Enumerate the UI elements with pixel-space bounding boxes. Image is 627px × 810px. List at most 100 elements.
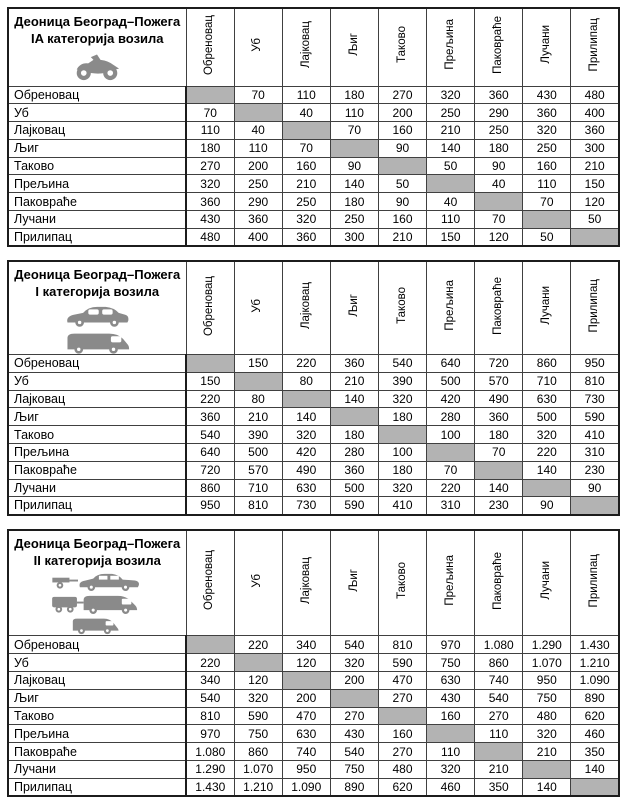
table-row: Обреновац 220 340 540 810 970 1.080 1.290 1.430 [7,635,620,655]
vehicle-icon-stack [9,304,185,354]
toll-price-cell: 730 [281,496,331,516]
column-header-station: Љиг [329,529,379,637]
toll-price-cell: 360 [570,121,620,140]
table-row: Обреновац 150 220 360 540 640 720 860 950 [7,353,620,373]
table-row: Лајковац 340 120 200 470 630 740 950 1.090 [7,671,620,690]
toll-price-cell: 1.430 [185,777,235,797]
table-title-cell: Деоница Београд–Пожега I категорија возил… [7,260,187,355]
toll-price-cell: 810 [185,706,235,726]
column-header-station: Лучани [522,529,572,637]
toll-price-cell: 80 [233,389,283,409]
row-label-station: Паковраће [7,460,187,480]
row-label-station: Паковраће [7,192,187,212]
diagonal-empty-cell [281,121,331,140]
toll-price-cell: 300 [570,138,620,158]
toll-price-cell: 500 [426,371,476,391]
toll-price-cell: 180 [329,425,379,444]
toll-price-cell: 210 [570,156,620,176]
column-header-label: Лучани [540,286,553,325]
toll-price-cell: 360 [474,85,524,105]
toll-price-cell: 470 [377,671,428,690]
toll-price-cell: 1.210 [570,653,620,672]
toll-price-cell: 890 [329,777,379,797]
diagonal-empty-cell [474,192,524,212]
column-header-label: Таково [395,287,408,324]
column-header-station: Лајковац [281,7,331,87]
column-header-station: Прилипац [570,7,620,87]
toll-price-cell: 630 [522,389,572,409]
toll-price-cell: 860 [522,353,572,373]
toll-price-cell: 310 [570,442,620,462]
toll-price-cell: 100 [377,442,428,462]
toll-price-cell: 100 [426,425,476,444]
toll-price-cell: 320 [426,759,476,779]
column-header-label: Прилипац [587,553,600,608]
toll-price-cell: 1.090 [570,671,620,690]
toll-price-cell: 180 [329,85,379,105]
diagonal-empty-cell [185,85,235,105]
row-label-station: Таково [7,156,187,176]
column-header-station: Лајковац [281,529,331,637]
toll-price-cell: 430 [329,724,379,744]
row-label-station: Прилипац [7,496,187,516]
toll-price-cell: 250 [426,103,476,123]
toll-price-cell: 70 [522,192,572,212]
toll-price-cell: 320 [522,425,572,444]
toll-price-cell: 160 [426,706,476,726]
toll-price-cell: 320 [426,85,476,105]
toll-price-cell: 270 [377,85,428,105]
toll-price-cell: 1.210 [233,777,283,797]
toll-price-cell: 470 [281,706,331,726]
toll-price-cell: 390 [233,425,283,444]
table-row: Лучани 860 710 630 500 320 220 140 90 [7,478,620,498]
row-label-station: Лајковац [7,671,187,690]
toll-price-cell: 810 [233,496,283,516]
toll-price-cell: 480 [185,227,235,247]
column-header-label: Таково [395,562,408,599]
toll-price-cell: 860 [233,742,283,761]
table-row: Лајковац 110 40 70 160 210 250 320 360 [7,121,620,140]
table-row: Прилипац 480 400 360 300 210 150 120 50 [7,227,620,247]
toll-price-cell: 250 [522,138,572,158]
toll-price-cell: 110 [426,210,476,229]
column-header-station: Љиг [329,260,379,355]
toll-price-cell: 320 [377,389,428,409]
toll-price-cell: 70 [426,460,476,480]
column-header-station: Лучани [522,7,572,87]
table-row: Таково 810 590 470 270 160 270 480 620 [7,706,620,726]
toll-price-cell: 360 [474,407,524,427]
column-header-label: Обреновац [203,550,216,611]
table-row: Паковраће 1.080 860 740 540 270 110 210 350 [7,742,620,761]
toll-price-cell: 200 [233,156,283,176]
row-label-station: Лучани [7,210,187,229]
column-header-station: Паковраће [474,7,524,87]
diagonal-empty-cell [185,635,235,655]
toll-price-cell: 710 [233,478,283,498]
toll-price-cell: 540 [474,688,524,708]
toll-price-cell: 360 [329,353,379,373]
toll-price-cell: 640 [426,353,476,373]
diagonal-empty-cell [329,407,379,427]
column-header-label: Паковраће [491,551,504,610]
diagonal-empty-cell [281,671,331,690]
toll-price-cell: 360 [329,460,379,480]
toll-price-cell: 460 [426,777,476,797]
vehicle-icon-stack [9,572,185,635]
diagonal-empty-cell [522,478,572,498]
column-header-station: Обреновац [185,7,235,87]
column-header-label: Љиг [347,294,360,317]
toll-price-cell: 500 [522,407,572,427]
toll-price-cell: 340 [185,671,235,690]
diagonal-empty-cell [522,759,572,779]
table-row: Љиг 360 210 140 180 280 360 500 590 [7,407,620,427]
row-label-station: Љиг [7,688,187,708]
toll-price-cell: 140 [522,777,572,797]
toll-price-cell: 200 [281,688,331,708]
table-title: Деоница Београд–Пожега [14,14,181,29]
toll-price-cell: 480 [377,759,428,779]
toll-price-cell: 90 [474,156,524,176]
diagonal-empty-cell [233,653,283,672]
toll-price-cell: 120 [233,671,283,690]
toll-price-cell: 210 [329,371,379,391]
